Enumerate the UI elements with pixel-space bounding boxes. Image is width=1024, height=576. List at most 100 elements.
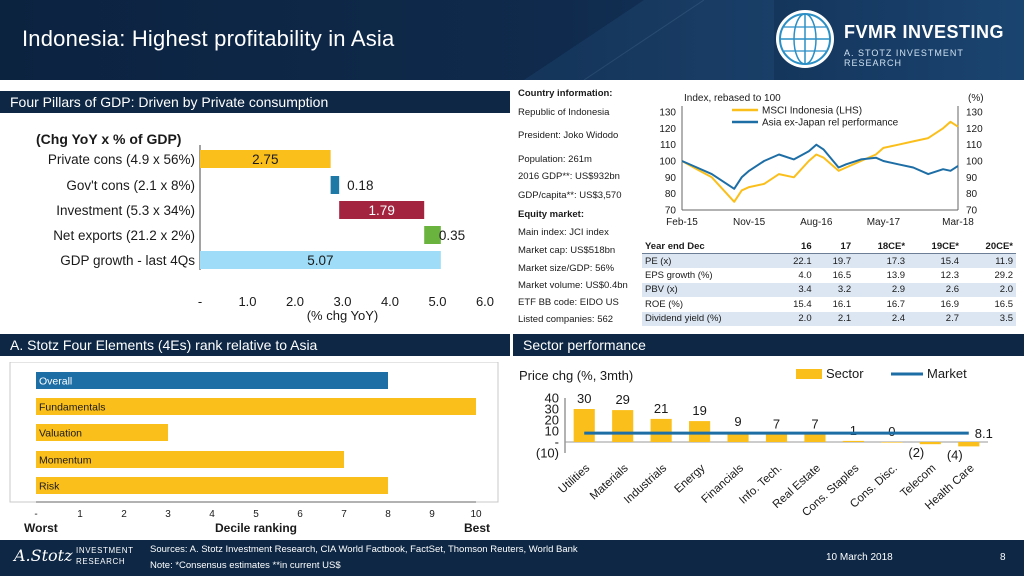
elements-x-tick-label: 10 [470,509,482,520]
table-cell: 17.3 [854,253,909,268]
gdp-bar-label: 2.75 [252,152,278,167]
sector-category-label: Industrials [622,462,669,506]
elements-category-label: Overall [39,376,72,388]
table-cell: 3.2 [814,282,855,297]
country-info-line: President: Joko Widodo [518,130,619,141]
table-row: PBV (x) 3.4 3.2 2.9 2.6 2.0 [642,282,1016,297]
index-left-tick-label: 90 [665,173,677,184]
table-row: PE (x) 22.1 19.7 17.3 15.4 11.9 [642,253,1016,268]
gdp-category-label: Net exports (21.2 x 2%) [53,228,195,243]
elements-category-label: Risk [39,481,60,493]
sector-y-tick-label: - [555,435,559,450]
gdp-category-label: Investment (5.3 x 34%) [56,203,195,218]
table-cell: ROE (%) [645,298,683,310]
sector-bar-label: 9 [734,414,741,429]
country-info-heading: Country information: [518,88,613,99]
elements-x-tick-label: 3 [165,509,171,520]
country-info-line: Republic of Indonesia [518,107,610,118]
index-x-tick-label: Aug-16 [800,217,833,228]
sector-section-header: Sector performance [513,334,1024,356]
page-number: 8 [1000,552,1006,563]
elements-x-tick-label: 2 [121,509,127,520]
sector-category-label: Utilities [557,462,593,496]
gdp-x-tick-label: 3.0 [333,294,351,309]
equity-info-line: Market cap: US$518bn [518,245,616,256]
gdp-x-tick-label: 1.0 [238,294,256,309]
market-line-label: 8.1 [975,426,993,441]
elements-bar [36,477,388,494]
table-header-cell: Year end Dec [642,240,776,254]
market-legend-label: Market [927,366,967,381]
index-right-tick-label: 100 [966,157,983,168]
sector-bar-label: 19 [692,403,706,418]
index-right-tick-label: 90 [966,173,978,184]
elements-x-tick-label: 6 [297,509,303,520]
table-cell: 3.5 [962,311,1016,326]
sector-bar [958,442,980,447]
gdp-bar-label: 0.18 [347,178,373,193]
elements-category-label: Momentum [39,455,92,467]
equity-info-line: Main index: JCI index [518,227,609,238]
sector-chart-svg: Price chg (%, 3mth) Sector Market40302010-… [519,366,993,519]
table-cell: 15.4 [793,298,812,310]
index-left-tick-label: 110 [660,140,676,151]
table-cell: 16.5 [832,269,852,281]
logo-subtitle: A. STOTZ INVESTMENT RESEARCH [844,48,964,68]
equity-info-line: Listed companies: 562 [518,314,614,325]
elements-x-tick-label: - [34,509,37,520]
gdp-category-label: Gov't cons (2.1 x 8%) [66,178,195,193]
sector-legend-label: Sector [826,366,864,381]
index-left-tick-label: 130 [659,108,676,119]
table-cell: Dividend yield (%) [642,311,776,326]
equity-market-heading: Equity market: [518,209,584,220]
index-series-line [681,143,959,190]
country-info-line: Population: 261m [518,154,592,165]
table-header-cell: 16 [775,240,815,254]
table-cell: PE (x) [642,253,776,268]
page-title: Indonesia: Highest profitability in Asia [22,26,395,51]
sector-y-tick-label: 20 [545,413,559,428]
gdp-chart-svg: (Chg YoY x % of GDP) Private cons (4.9 x … [36,131,494,323]
table-cell: PBV (x) [642,282,776,297]
index-x-tick-label: Feb-15 [666,217,698,228]
elements-x-tick-label: 5 [253,509,259,520]
gdp-x-tick-label: 5.0 [428,294,446,309]
elements-x-tick-label: 4 [209,509,215,520]
table-cell: EPS growth (%) [645,269,713,281]
gdp-bar [330,176,340,194]
gdp-bar-label: 5.07 [307,253,333,268]
table-header-cell: 18CE* [854,240,909,254]
table-cell: 2.9 [854,282,909,297]
sector-y-tick-label: 30 [545,402,559,417]
index-x-tick-label: May-17 [867,217,901,228]
elements-x-tick-label: 7 [341,509,347,520]
index-left-tick-label: 70 [665,206,677,217]
table-cell: 3.4 [775,282,815,297]
index-left-tick-label: 100 [659,157,676,168]
elements-chart-svg: Overall Fundamentals Valuation Momentum Risk… [9,362,499,535]
sector-bar [689,421,711,442]
table-cell: 16.1 [832,298,852,310]
stotz-logo: A.Stotz [14,546,73,565]
sector-bar [650,418,672,442]
sector-bar [881,442,903,443]
report-date: 10 March 2018 [826,552,893,563]
index-x-tick-label: Mar-18 [942,217,974,228]
footer: A.Stotz INVESTMENT RESEARCH Sources: A. … [0,540,1024,576]
sector-bar-label: 7 [811,416,818,431]
sector-bar-label: 0 [888,424,895,439]
index-right-tick-label: 110 [966,140,982,151]
elements-bar [36,398,476,415]
gdp-bar [200,251,441,269]
sector-bar [919,442,941,445]
sector-bar-label: 21 [654,401,668,416]
gdp-section-header: Four Pillars of GDP: Driven by Private c… [0,91,510,113]
sector-bar-label: (4) [947,447,963,462]
stotz-logo-subtitle: INVESTMENT RESEARCH [76,545,134,567]
gdp-x-axis-label: (% chg YoY) [307,308,379,323]
elements-x-axis-label: Decile ranking [215,521,297,535]
table-cell: 2.1 [814,311,855,326]
table-cell: 15.4 [908,253,963,268]
table-cell: 4.0 [798,269,812,281]
sector-bar-label: 30 [577,391,591,406]
